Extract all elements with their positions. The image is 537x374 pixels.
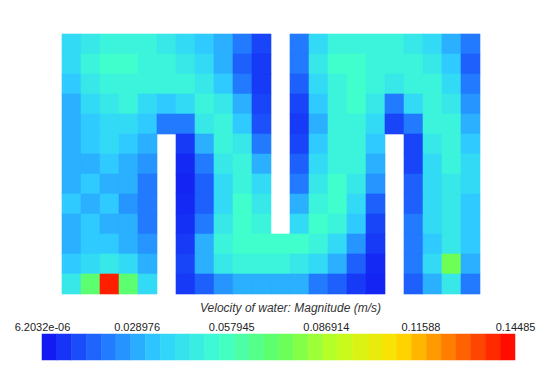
html-text:Velocity of water: Magnitude (: Velocity of water: Magnitude (m/s) [200,301,381,315]
svg-text:0.028976: 0.028976 [114,321,160,333]
svg-text:0.14485: 0.14485 [496,321,536,333]
svg-text:0.086914: 0.086914 [303,321,349,333]
svg-text:0.11588: 0.11588 [401,321,440,333]
svg-text:6.2032e-06: 6.2032e-06 [15,321,71,333]
svg-text:0.057945: 0.057945 [209,321,255,333]
